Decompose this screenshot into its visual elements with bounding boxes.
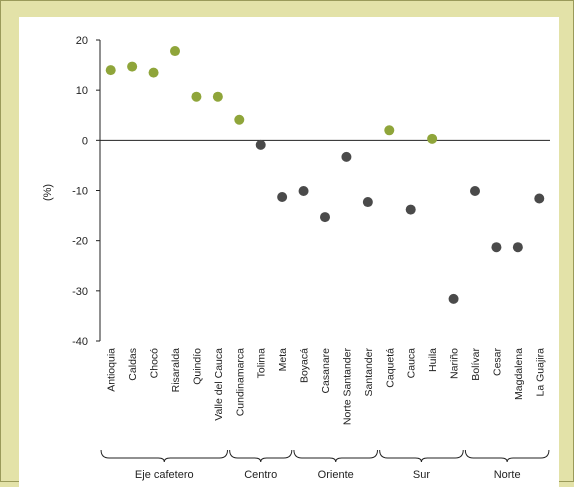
y-tick-label: 0 xyxy=(82,135,88,147)
y-axis-label: (%) xyxy=(42,184,54,201)
group-brace xyxy=(293,449,378,463)
category-label: Quindío xyxy=(191,348,203,385)
category-label: Cauca xyxy=(406,348,418,379)
category-label: Magdalena xyxy=(513,348,525,400)
data-point xyxy=(170,46,180,57)
category-label: Caquetá xyxy=(384,348,396,388)
category-label: Caldas xyxy=(127,348,139,381)
data-point xyxy=(405,204,416,215)
data-point xyxy=(427,133,438,144)
group-brace xyxy=(379,449,464,463)
data-point xyxy=(212,91,223,102)
category-label: La Guajira xyxy=(534,348,546,397)
data-point xyxy=(491,242,502,253)
data-point xyxy=(148,67,159,78)
group-brace xyxy=(100,449,228,463)
category-label: Bolívar xyxy=(470,348,482,381)
group-label: Oriente xyxy=(318,469,354,481)
data-point xyxy=(448,293,459,304)
data-point xyxy=(127,61,138,72)
data-point xyxy=(341,151,352,162)
group-label: Norte xyxy=(494,469,521,481)
category-label: Boyacá xyxy=(299,348,311,383)
chart-panel: 20 10 0 -10 -20 -30 -40 (%) Antioquia Caldas Chocó… xyxy=(19,17,559,487)
category-label: Valle del Cauca xyxy=(213,348,225,421)
group-label: Centro xyxy=(244,469,277,481)
category-label: Cundinamarca xyxy=(234,348,246,416)
group-label: Sur xyxy=(413,469,430,481)
data-point xyxy=(105,65,116,76)
y-tick-label: -20 xyxy=(72,236,88,248)
data-point xyxy=(191,91,202,102)
group-label: Eje cafetero xyxy=(135,469,194,481)
category-label: Risaralda xyxy=(170,348,182,393)
data-point xyxy=(512,242,523,253)
y-tick-label: 10 xyxy=(76,85,88,97)
data-point xyxy=(470,186,480,197)
category-label: Cesar xyxy=(491,348,503,377)
category-label: Meta xyxy=(277,348,289,372)
category-label: Norte Santander xyxy=(341,348,353,426)
category-label: Nariño xyxy=(449,348,461,379)
data-point xyxy=(277,192,288,203)
data-point xyxy=(234,114,245,125)
y-tick-label: -10 xyxy=(72,186,88,198)
y-tick-label: 20 xyxy=(76,35,88,47)
y-tick-label: -30 xyxy=(72,286,88,298)
category-label: Antioquia xyxy=(106,348,118,392)
data-point xyxy=(534,193,545,204)
category-label: Santander xyxy=(363,348,375,397)
data-point xyxy=(384,125,395,136)
category-label: Chocó xyxy=(149,348,161,379)
group-brace xyxy=(464,449,550,463)
group-brace xyxy=(229,449,293,463)
scatter-chart: 20 10 0 -10 -20 -30 -40 (%) Antioquia Caldas Chocó… xyxy=(42,35,550,481)
category-label: Tolima xyxy=(256,348,268,379)
category-label: Casanare xyxy=(320,348,332,394)
category-label: Huila xyxy=(427,348,439,372)
data-point xyxy=(298,186,309,197)
data-point xyxy=(362,197,373,208)
y-tick-label: -40 xyxy=(72,336,88,348)
data-point xyxy=(320,212,330,223)
data-point xyxy=(255,139,266,150)
